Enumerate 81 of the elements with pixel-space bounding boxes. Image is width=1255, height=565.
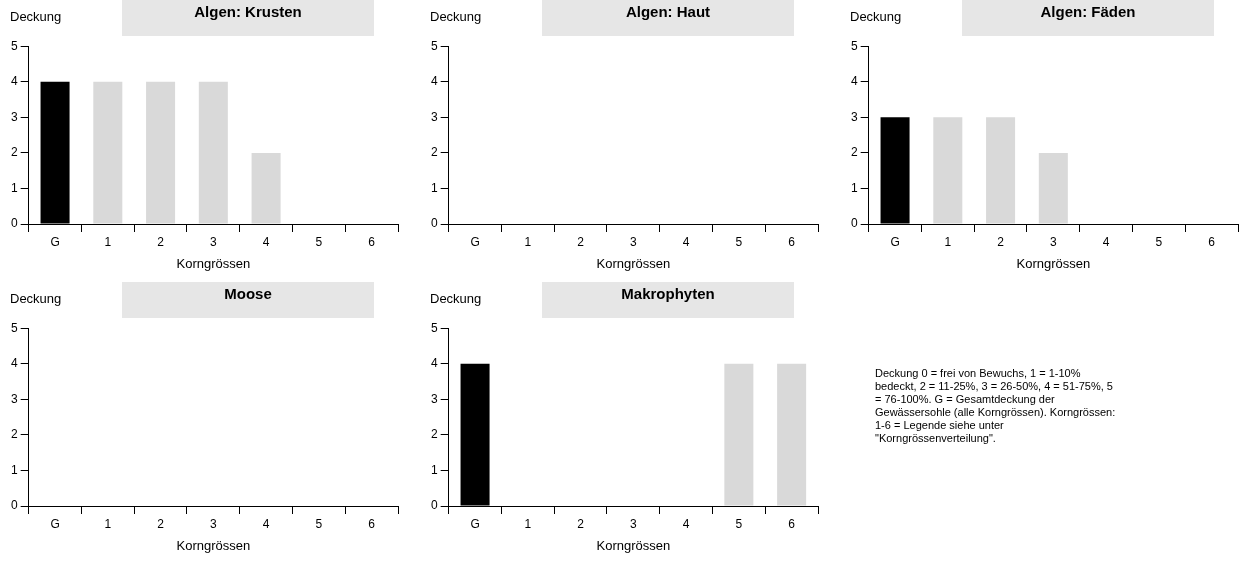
y-tick-label: 3 (10, 391, 18, 406)
y-tick-label: 4 (430, 356, 438, 371)
y-tick-label: 5 (430, 320, 438, 335)
x-tick-label: 2 (157, 516, 165, 531)
text: Deckung 0 = frei von Bewuchs, 1 = 1-10% bedeckt, 2 = 11-25%, 3 = 26-50%, 4 = 51-75%, 5 = 76-100%. G = Gesamtdeckung der Gewässersohle (alle Korngrössen). Korngrössen: 1-6 = Legende siehe unter "Korngrössenverteilung". (875, 367, 1117, 445)
y-tick-label: 2 (850, 145, 858, 160)
x-axis-title: Korngrössen (596, 537, 671, 553)
x-tick-label: 1 (104, 234, 112, 249)
y-tick-label: 4 (10, 356, 18, 371)
y-tick-label: 0 (430, 216, 438, 231)
y-tick-label: 0 (430, 498, 438, 513)
y-tick-label: 5 (430, 38, 438, 53)
x-tick-label: 3 (209, 516, 217, 531)
x-tick-label: G (470, 516, 480, 531)
x-tick-label: 1 (524, 516, 532, 531)
y-tick-label: 1 (430, 180, 438, 195)
y-tick-label: 1 (430, 462, 438, 477)
x-tick-label: 2 (997, 234, 1005, 249)
chart-title: Moose (122, 282, 374, 318)
x-tick-label: 6 (368, 234, 376, 249)
x-tick-label: 4 (682, 516, 690, 531)
x-tick-label: G (470, 234, 480, 249)
x-tick-label: 6 (788, 234, 796, 249)
y-tick-label: 4 (10, 74, 18, 89)
x-tick-label: 4 (262, 234, 270, 249)
y-tick-label: 2 (430, 145, 438, 160)
y-tick-label: 5 (850, 38, 858, 53)
x-tick-label: 5 (315, 516, 323, 531)
x-tick-label: 4 (1102, 234, 1110, 249)
x-tick-label: 1 (104, 516, 112, 531)
y-axis-title: Deckung (430, 9, 482, 24)
chart-title: Algen: Haut (542, 0, 794, 36)
x-tick-label: 1 (524, 234, 532, 249)
x-tick-label: 5 (315, 234, 323, 249)
y-tick-label: 0 (850, 216, 858, 231)
y-tick-label: 5 (10, 38, 18, 53)
y-tick-label: 0 (10, 216, 18, 231)
x-tick-label: G (890, 234, 900, 249)
y-tick-label: 3 (430, 109, 438, 124)
y-tick-label: 3 (850, 109, 858, 124)
x-tick-label: 5 (735, 516, 743, 531)
x-tick-label: 4 (262, 516, 270, 531)
x-tick-label: 2 (157, 234, 165, 249)
x-axis-title: Korngrössen (176, 255, 251, 271)
y-tick-label: 4 (850, 74, 858, 89)
y-tick-label: 5 (10, 320, 18, 335)
x-axis-title: Korngrössen (596, 255, 671, 271)
x-tick-label: 3 (629, 234, 637, 249)
x-tick-label: 4 (682, 234, 690, 249)
y-tick-label: 3 (10, 109, 18, 124)
x-axis-title: Korngrössen (176, 537, 251, 553)
x-tick-label: 1 (944, 234, 952, 249)
y-axis-title: Deckung (850, 9, 902, 24)
y-axis-title: Deckung (10, 9, 62, 24)
y-tick-label: 2 (10, 427, 18, 442)
x-tick-label: 3 (1049, 234, 1057, 249)
x-tick-label: 3 (629, 516, 637, 531)
y-tick-label: 2 (10, 145, 18, 160)
x-tick-label: 2 (577, 234, 585, 249)
x-tick-label: 6 (788, 516, 796, 531)
y-axis-title: Deckung (10, 291, 62, 306)
y-tick-label: 1 (850, 180, 858, 195)
y-tick-label: 1 (10, 180, 18, 195)
x-tick-label: 2 (577, 516, 585, 531)
x-tick-label: 5 (1155, 234, 1163, 249)
x-tick-label: G (50, 234, 60, 249)
y-axis-title: Deckung (430, 291, 482, 306)
x-tick-label: 6 (368, 516, 376, 531)
x-tick-label: 3 (209, 234, 217, 249)
y-tick-label: 1 (10, 462, 18, 477)
x-axis-title: Korngrössen (1016, 255, 1091, 271)
x-tick-label: G (50, 516, 60, 531)
chart-title: Algen: Krusten (122, 0, 374, 36)
y-tick-label: 3 (430, 391, 438, 406)
x-tick-label: 6 (1208, 234, 1216, 249)
y-tick-label: 4 (430, 74, 438, 89)
y-tick-label: 2 (430, 427, 438, 442)
chart-title: Algen: Fäden (962, 0, 1214, 36)
y-tick-label: 0 (10, 498, 18, 513)
chart-title: Makrophyten (542, 282, 794, 318)
x-tick-label: 5 (735, 234, 743, 249)
